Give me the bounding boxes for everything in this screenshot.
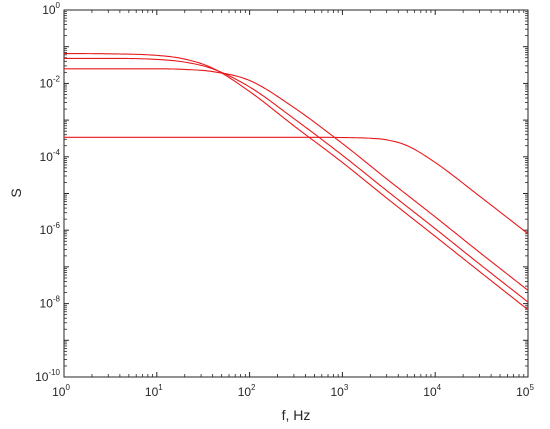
x-tick-exponent: 4 (437, 383, 442, 392)
x-tick-label: 101 (145, 383, 163, 399)
y-tick-label: 10-8 (40, 295, 61, 311)
series-line-3 (64, 68, 529, 291)
series-line-1 (63, 53, 529, 311)
x-tick-label: 105 (516, 383, 534, 399)
x-tick-label: 104 (423, 383, 441, 399)
x-axis-label: f, Hz (282, 407, 311, 423)
y-tick-base: 10 (35, 370, 49, 384)
x-axis-ticks: 100 101 102 103 104 105 (52, 10, 534, 399)
x-tick-exponent: 5 (529, 383, 534, 392)
y-tick-label: 10-4 (40, 148, 61, 164)
y-tick-base: 10 (40, 76, 54, 90)
series-line-4 (64, 136, 529, 235)
y-tick-exponent: -8 (53, 295, 61, 304)
y-tick-exponent: -6 (53, 221, 61, 230)
x-tick-base: 10 (330, 385, 344, 399)
x-tick-base: 10 (52, 385, 66, 399)
y-tick-label: 10-6 (40, 221, 61, 237)
x-tick-label: 100 (52, 383, 70, 399)
y-tick-exponent: -10 (48, 368, 60, 377)
y-tick-exponent: -2 (53, 74, 61, 83)
x-tick-base: 10 (238, 385, 252, 399)
y-axis-label: S (8, 188, 24, 197)
y-tick-base: 10 (40, 297, 54, 311)
y-tick-exponent: -4 (53, 148, 61, 157)
x-tick-label: 103 (330, 383, 348, 399)
x-tick-label: 102 (238, 383, 256, 399)
x-tick-exponent: 1 (158, 383, 163, 392)
x-tick-exponent: 2 (251, 383, 256, 392)
x-tick-base: 10 (423, 385, 437, 399)
x-tick-base: 10 (145, 385, 159, 399)
y-tick-base: 10 (40, 223, 54, 237)
y-tick-label: 100 (42, 1, 60, 17)
plot-area (63, 9, 529, 378)
y-tick-exponent: 0 (56, 1, 61, 10)
series-group (63, 53, 529, 311)
x-tick-exponent: 3 (344, 383, 349, 392)
series-line-2 (64, 57, 529, 303)
x-tick-exponent: 0 (65, 383, 70, 392)
y-tick-base: 10 (40, 150, 54, 164)
x-tick-base: 10 (516, 385, 530, 399)
y-tick-base: 10 (42, 3, 56, 17)
y-tick-label: 10-2 (40, 74, 61, 90)
y-tick-label: 10-10 (35, 368, 60, 384)
